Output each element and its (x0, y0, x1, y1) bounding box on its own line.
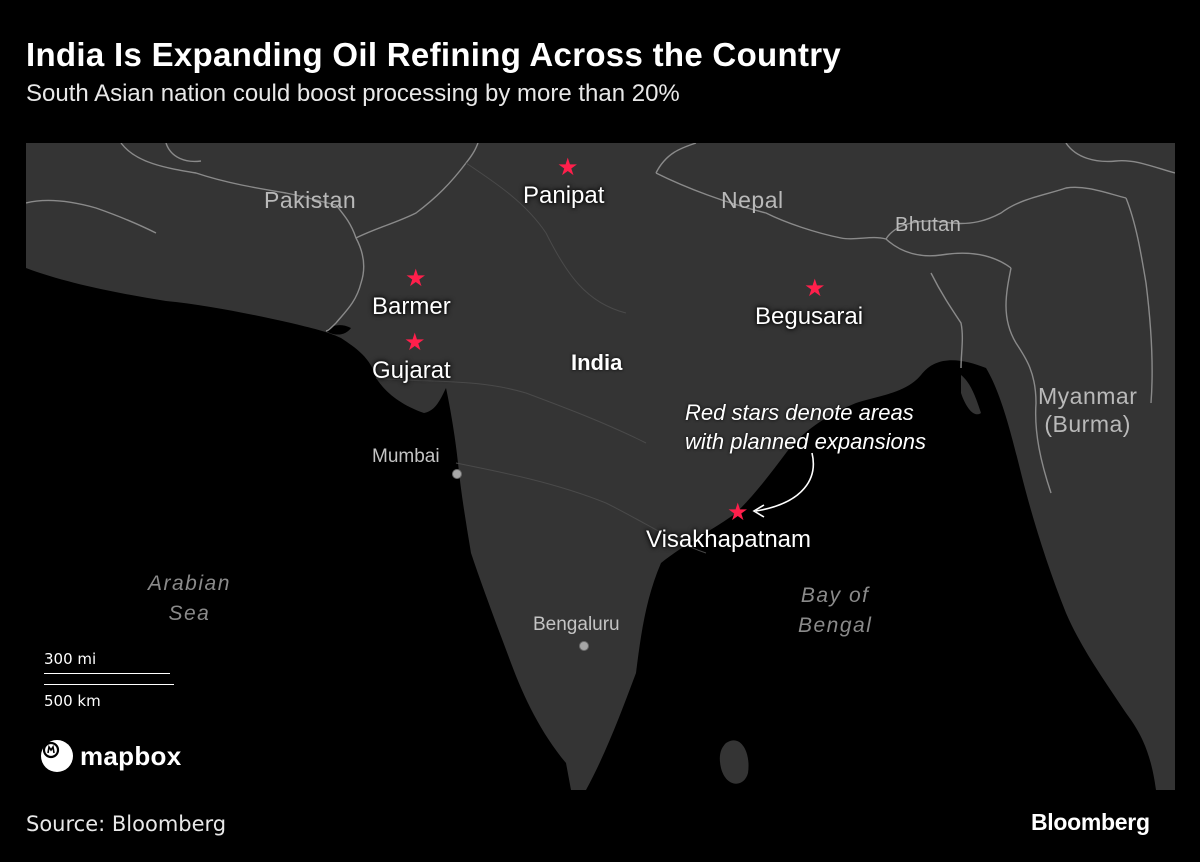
label-mumbai: Mumbai (372, 446, 440, 467)
city-marker-bengaluru (579, 641, 589, 651)
star-marker-barmer[interactable]: ★ (405, 265, 427, 292)
scale-km-bar (44, 684, 174, 685)
label-bengaluru: Bengaluru (533, 614, 620, 635)
label-nepal: Nepal (721, 187, 784, 213)
scale-miles-bar (44, 673, 170, 674)
label-india: India (571, 350, 623, 375)
label-panipat: Panipat (523, 182, 605, 209)
mapbox-icon (41, 740, 73, 772)
map[interactable]: Pakistan Nepal Bhutan Myanmar (Burma) In… (26, 143, 1175, 790)
annotation-note: Red stars denote areas with planned expa… (685, 400, 926, 454)
star-marker-panipat[interactable]: ★ (557, 154, 579, 181)
label-begusarai: Begusarai (755, 303, 864, 330)
mapbox-logo[interactable]: mapbox (41, 740, 181, 772)
arabian-sea-water (26, 268, 571, 790)
label-bhutan: Bhutan (895, 214, 962, 236)
label-arabian-sea: Arabian Sea (148, 572, 231, 626)
star-marker-visakhapatnam[interactable]: ★ (727, 499, 749, 526)
label-visakhapatnam: Visakhapatnam (646, 526, 811, 553)
star-marker-gujarat[interactable]: ★ (404, 329, 426, 356)
label-myanmar: Myanmar (Burma) (1038, 383, 1138, 437)
star-marker-begusarai[interactable]: ★ (804, 275, 826, 302)
state-lines (375, 162, 707, 554)
city-marker-mumbai (452, 469, 462, 479)
borders (26, 143, 1175, 494)
label-bay-of-bengal: Bay of Bengal (798, 584, 873, 638)
chart-title: India Is Expanding Oil Refining Across t… (26, 36, 842, 73)
chart-subtitle: South Asian nation could boost processin… (26, 80, 680, 107)
label-pakistan: Pakistan (264, 187, 357, 213)
source-note: Source: Bloomberg (26, 812, 227, 836)
bay-of-bengal-water (586, 360, 1156, 790)
label-gujarat: Gujarat (372, 357, 451, 384)
basemap (26, 143, 1175, 790)
bloomberg-logo: Bloomberg (1031, 809, 1150, 835)
scale-km-label: 500 km (44, 692, 101, 710)
label-barmer: Barmer (372, 293, 451, 320)
scale-miles-label: 300 mi (44, 650, 97, 668)
mapbox-wordmark: mapbox (80, 740, 182, 771)
